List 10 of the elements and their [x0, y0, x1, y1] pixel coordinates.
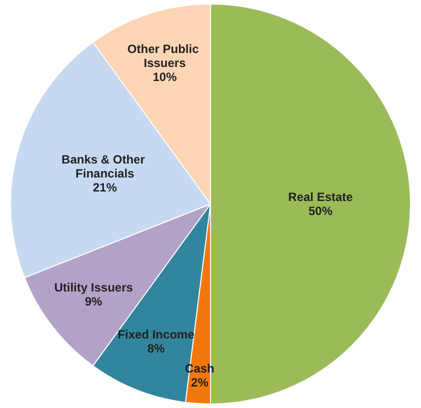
data-label: 8%	[147, 342, 166, 356]
slice-label: Real Estate	[288, 190, 354, 204]
slice-label: Other Public Issuers	[127, 42, 202, 70]
data-label: 9%	[84, 294, 103, 309]
slice-label: Utility Issuers	[54, 280, 134, 295]
slice-label: Banks & Other Financials	[62, 152, 148, 180]
data-label: 21%	[92, 180, 118, 194]
data-label: 10%	[152, 70, 178, 84]
data-label: 50%	[308, 204, 333, 218]
data-label: 2%	[191, 376, 209, 390]
